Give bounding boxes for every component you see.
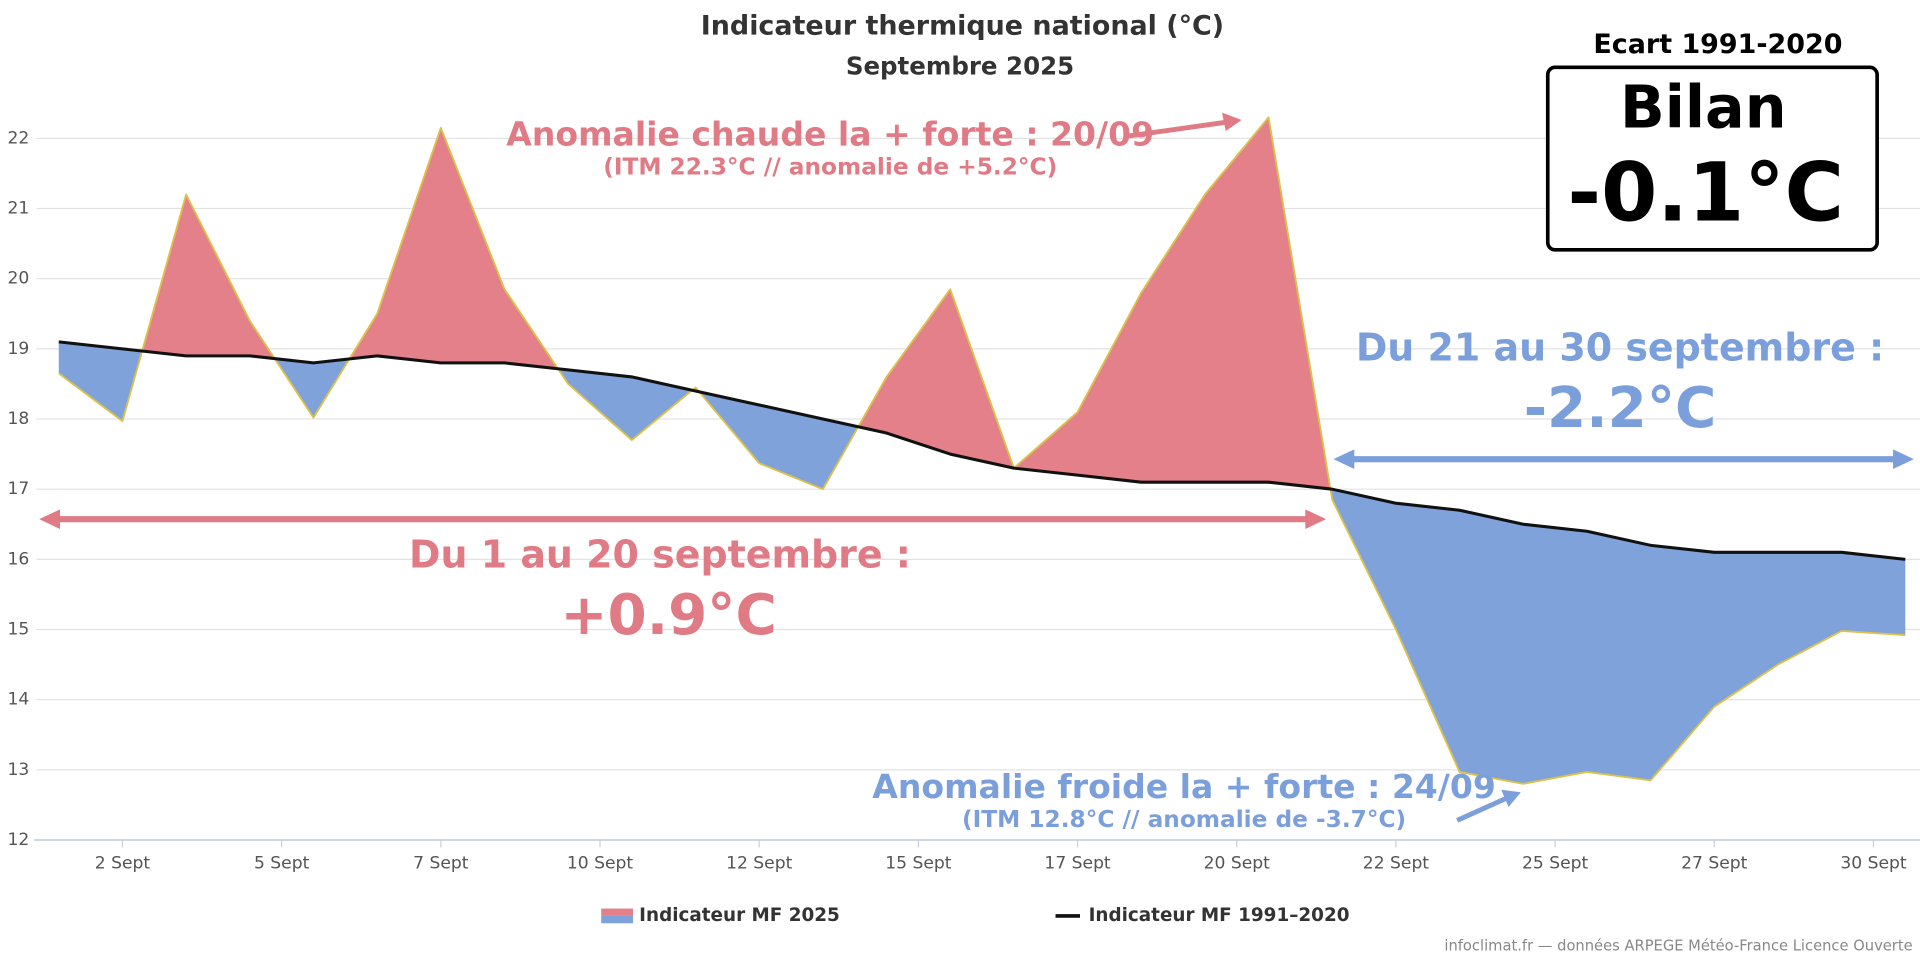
y-tick-label: 13 bbox=[7, 760, 29, 780]
arrow-head bbox=[1893, 449, 1914, 469]
legend: Indicateur MF 2025 Indicateur MF 1991–202… bbox=[601, 905, 1350, 926]
x-tick-label: 5 Sept bbox=[254, 853, 310, 873]
arrow-head bbox=[39, 509, 60, 529]
summary-box bbox=[1545, 65, 1879, 252]
annotation: -2.2°C bbox=[1524, 376, 1717, 441]
summary-value: -0.1°C bbox=[1568, 146, 1844, 240]
x-tick-label: 10 Sept bbox=[567, 853, 634, 873]
y-tick-label: 17 bbox=[7, 479, 29, 499]
chart-title: Indicateur thermique national (°C) bbox=[701, 10, 1224, 41]
y-tick-label: 14 bbox=[7, 690, 29, 710]
x-tick-label: 22 Sept bbox=[1363, 853, 1430, 873]
series-line bbox=[58, 116, 1906, 785]
x-tick-label: 20 Sept bbox=[1204, 853, 1271, 873]
legend-label: Indicateur MF 1991–2020 bbox=[1089, 905, 1350, 926]
x-tick-label: 15 Sept bbox=[885, 853, 952, 873]
legend-label: Indicateur MF 2025 bbox=[639, 905, 840, 926]
x-tick-label: 17 Sept bbox=[1044, 853, 1111, 873]
marks-layer bbox=[58, 116, 1906, 785]
arrow-head bbox=[1222, 112, 1242, 132]
summary-header: Ecart 1991-2020 bbox=[1593, 29, 1842, 60]
x-tick-label: 12 Sept bbox=[726, 853, 793, 873]
anomaly-area-warm bbox=[58, 117, 1906, 560]
legend-swatch bbox=[601, 908, 634, 916]
summary-title: Bilan bbox=[1620, 73, 1787, 142]
legend-swatch bbox=[601, 915, 634, 924]
credit: infoclimat.fr — données ARPEGE Météo-Fra… bbox=[1444, 938, 1912, 955]
y-tick-label: 20 bbox=[7, 269, 29, 289]
annotation: (ITM 12.8°C // anomalie de -3.7°C) bbox=[962, 806, 1406, 833]
grid-layer: 12 13 14 15 16 17 18 19 20 21 22 2 Sept 5 Sept 7 Sept… bbox=[7, 128, 1920, 873]
annotation: Anomalie chaude la + forte : 20/09 bbox=[506, 114, 1154, 153]
annotation: +0.9°C bbox=[560, 583, 776, 648]
labels-layer: Indicateur thermique national (°C) Septe… bbox=[39, 10, 1914, 955]
x-tick-label: 25 Sept bbox=[1522, 853, 1589, 873]
x-tick-label: 27 Sept bbox=[1681, 853, 1748, 873]
arrow-head bbox=[1501, 789, 1521, 807]
y-tick-label: 19 bbox=[7, 339, 29, 359]
x-tick-label: 7 Sept bbox=[413, 853, 469, 873]
annotation: (ITM 22.3°C // anomalie de +5.2°C) bbox=[603, 153, 1057, 180]
series-line bbox=[58, 340, 1906, 561]
y-tick-label: 12 bbox=[7, 830, 29, 850]
y-tick-label: 16 bbox=[7, 549, 29, 569]
y-tick-label: 15 bbox=[7, 620, 29, 640]
chart-subtitle: Septembre 2025 bbox=[846, 51, 1074, 80]
arrow bbox=[1456, 796, 1508, 823]
annotation: Du 1 au 20 septembre : bbox=[409, 533, 911, 577]
y-tick-label: 21 bbox=[7, 199, 29, 219]
x-tick-label: 30 Sept bbox=[1840, 853, 1907, 873]
arrow-head bbox=[1305, 509, 1327, 529]
x-tick-label: 2 Sept bbox=[95, 853, 151, 873]
arrow-head bbox=[1333, 449, 1355, 469]
arrow bbox=[1128, 120, 1225, 139]
y-tick-label: 22 bbox=[7, 128, 29, 148]
y-tick-label: 18 bbox=[7, 409, 29, 429]
annotation: Du 21 au 30 septembre : bbox=[1356, 326, 1884, 370]
annotation: Anomalie froide la + forte : 24/09 bbox=[872, 767, 1496, 806]
